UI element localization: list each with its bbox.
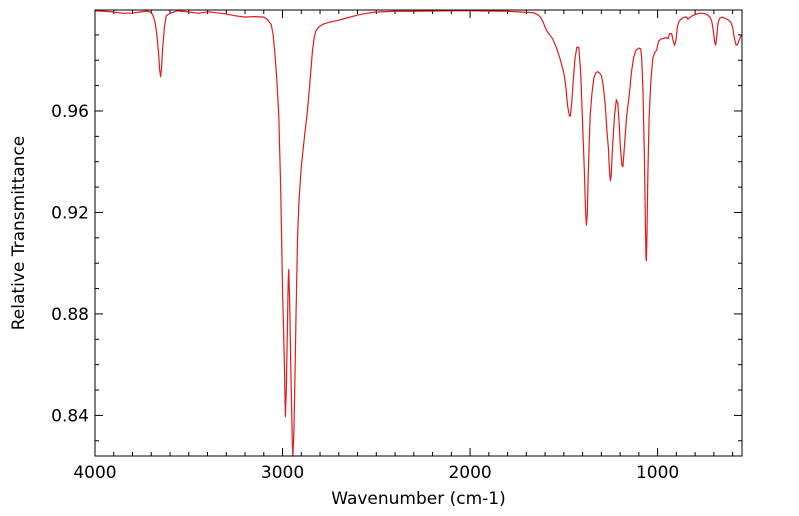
series-line-layer — [94, 10, 743, 457]
y-tick-label: 0.92 — [51, 203, 89, 223]
x-axis-label: Wavenumber (cm-1) — [331, 489, 506, 509]
y-tick-label: 0.88 — [51, 305, 89, 325]
y-tick-label: 0.84 — [51, 406, 89, 426]
y-axis-label: Relative Transmittance — [9, 136, 29, 331]
axis-ticks — [94, 10, 742, 456]
series-line — [94, 10, 743, 457]
tick-labels: 4000 3000 2000 1000 0.84 0.88 0.92 0.96 — [51, 102, 679, 483]
plot-frame — [94, 9, 743, 457]
x-tick-label: 3000 — [261, 463, 304, 483]
x-tick-label: 2000 — [448, 463, 491, 483]
y-tick-label: 0.96 — [51, 102, 89, 122]
x-tick-label: 1000 — [636, 463, 679, 483]
x-tick-label: 4000 — [73, 463, 116, 483]
